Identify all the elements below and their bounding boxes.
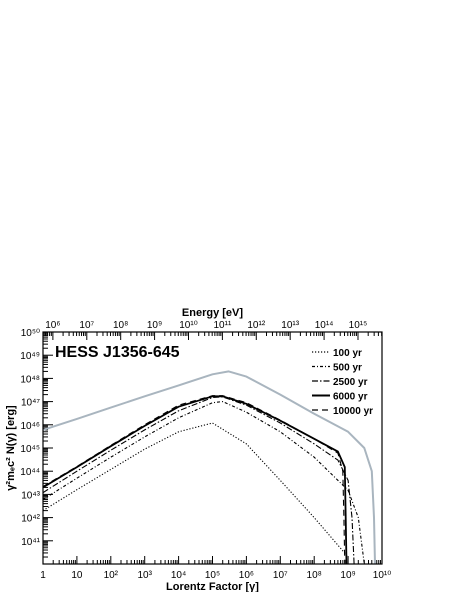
x-tick-label: 10⁸ [307,570,322,581]
series-line-10000-yr [43,395,346,564]
x-tick-label: 10⁷ [273,570,288,581]
x-tick-label: 1 [40,570,46,581]
x-tick-label: 10⁵ [205,570,220,581]
x-tick-label: 10⁴ [171,570,186,581]
y-tick-label: 10⁴³ [21,490,40,501]
legend-label: 500 yr [333,363,362,374]
legend-label: 6000 yr [333,392,368,403]
top-axis-title: Energy [eV] [182,307,243,319]
x-tick-label: 10 [71,570,83,581]
y-tick-label: 10⁴⁴ [20,467,40,478]
top-tick-label: 10⁸ [113,320,128,331]
plot-frame [42,331,383,565]
top-tick-label: 10⁶ [45,320,60,331]
y-tick-label: 10⁴⁶ [20,421,40,432]
top-tick-label: 10¹¹ [213,320,231,331]
y-tick-label: 10⁵⁰ [21,328,40,339]
series-line-grey [43,370,376,564]
x-tick-label: 10⁶ [239,570,254,581]
series-line-100-yr [43,422,349,558]
legend-label: 100 yr [333,348,362,359]
series-line-6000-yr [43,395,348,564]
series-line-500-yr [43,401,365,564]
y-axis-title: γ²mₑc² N(γ) [erg] [5,405,17,491]
y-tick-label: 10⁴⁹ [20,351,40,362]
x-tick-label: 10⁹ [340,570,355,581]
series-line-2500-yr [43,396,355,564]
y-tick-label: 10⁴⁸ [20,374,40,385]
top-tick-label: 10¹⁰ [179,320,197,331]
x-tick-label: 10¹⁰ [373,570,391,581]
top-tick-label: 10⁷ [79,320,94,331]
top-tick-label: 10¹³ [281,320,299,331]
legend-label: 10000 yr [333,406,373,417]
x-tick-label: 10³ [137,570,152,581]
plot-title: HESS J1356-645 [55,344,180,361]
y-tick-label: 10⁴⁷ [21,398,40,409]
legend-label: 2500 yr [333,377,368,388]
x-tick-label: 10² [104,570,119,581]
top-tick-label: 10¹⁵ [349,320,368,331]
legend: 100 yr 500 yr 2500 yr 6000 yr 10000 yr [312,348,373,417]
x-axis-title: Lorentz Factor [γ] [166,581,259,592]
top-tick-label: 10⁹ [147,320,162,331]
top-tick-label: 10¹⁴ [315,320,334,331]
top-tick-label: 10¹² [247,320,265,331]
y-tick-label: 10⁴¹ [21,537,40,548]
y-tick-label: 10⁴⁵ [20,444,40,455]
y-tick-label: 10⁴² [21,514,40,525]
